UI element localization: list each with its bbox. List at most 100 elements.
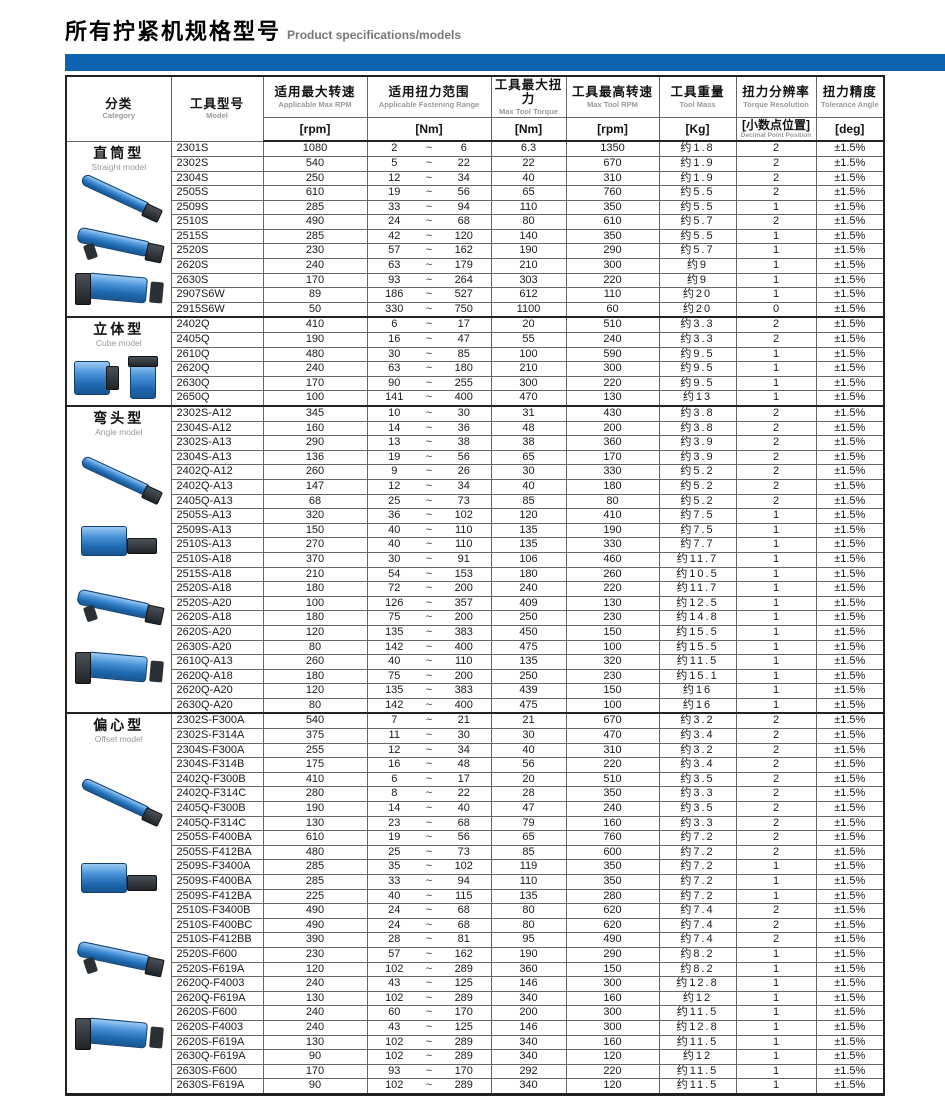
table-row: 2509S-F3400A 285 35 ~102 119 350 约7.2 1 ±1.5% [66, 859, 885, 876]
spec-table-body: 直筒型 Straight model 2301S 1080 2 ~6 6.3 1350 约1.8… [65, 140, 885, 1095]
mass-cell: 约3.5 [658, 771, 737, 788]
range-max: 85 [457, 347, 470, 360]
resolution-cell: 1 [735, 508, 817, 524]
range-max: 289 [454, 962, 473, 975]
max-torque-cell: 30 [490, 464, 567, 480]
max-torque-cell: 240 [490, 581, 567, 597]
tilde-separator: ~ [425, 831, 433, 844]
tool-rpm-cell: 490 [565, 932, 660, 948]
max-rpm-cell: 80 [262, 639, 368, 656]
resolution-cell: 2 [735, 801, 817, 817]
table-row: 2304S-A12 160 14 ~36 48 200 约3.8 2 ±1.5% [66, 420, 885, 437]
torque-range: 43 ~125 [368, 1021, 490, 1034]
torque-range-cell: 10 ~30 [366, 405, 492, 422]
tilde-separator: ~ [425, 904, 433, 917]
range-min: 135 [385, 684, 404, 697]
range-max: 289 [454, 1079, 473, 1092]
torque-range: 5 ~22 [368, 156, 490, 170]
accuracy-cell: ±1.5% [815, 420, 885, 437]
accuracy-cell: ±1.5% [815, 287, 885, 303]
torque-range-cell: 25 ~73 [366, 493, 492, 510]
max-torque-cell: 100 [490, 346, 567, 363]
table-row: 2620S-F619A 130 102 ~289 340 160 约11.5 1 ±1.5% [66, 1034, 885, 1051]
torque-range: 135 ~383 [368, 684, 490, 698]
max-rpm-cell: 320 [262, 508, 368, 524]
page-title-zh: 所有拧紧机规格型号 [65, 19, 282, 44]
range-min: 54 [388, 567, 401, 580]
model-cell: 2509S-A13 [170, 522, 264, 539]
table-row: 2405Q-F314C 130 23 ~68 79 160 约3.3 2 ±1.5% [66, 815, 885, 832]
max-torque-cell: 31 [490, 405, 567, 422]
range-max: 56 [457, 186, 470, 199]
header-unit-row: [rpm] [Nm] [Nm] [rpm] [Kg] [小数点位置] Decimal Poi… [66, 117, 885, 143]
tool-rpm-cell: 240 [565, 332, 660, 348]
max-rpm-cell: 180 [262, 581, 368, 597]
category-photos [67, 348, 170, 405]
model-cell: 2620S [170, 258, 264, 274]
resolution-cell: 1 [735, 961, 817, 978]
accuracy-cell: ±1.5% [815, 346, 885, 363]
torque-range-cell: 8 ~22 [366, 786, 492, 803]
table-row: 2510S-A18 370 30 ~91 106 460 约11.7 1 ±1.5% [66, 551, 885, 568]
resolution-cell: 2 [735, 712, 817, 730]
model-cell: 2302S [170, 155, 264, 172]
range-min: 57 [388, 244, 401, 257]
torque-range-cell: 43 ~125 [366, 976, 492, 992]
table-row: 2505S-F400BA 610 19 ~56 65 760 约7.2 2 ±1.5% [66, 830, 885, 846]
range-min: 7 [391, 714, 398, 727]
max-rpm-cell: 285 [262, 228, 368, 245]
torque-range-cell: 6 ~17 [366, 771, 492, 788]
torque-range: 12 ~34 [368, 480, 490, 493]
mass-cell: 约20 [658, 301, 737, 318]
torque-range: 93 ~264 [368, 274, 490, 287]
tool-rpm-cell: 470 [565, 728, 660, 744]
column-header-model: 工具型号 Model [170, 75, 264, 142]
model-cell: 2505S [170, 185, 264, 201]
accuracy-cell: ±1.5% [815, 697, 885, 714]
column-header-resolution: 扭力分辨率 Torque Resolution [735, 75, 817, 118]
range-max: 40 [457, 802, 470, 815]
tilde-separator: ~ [425, 1050, 433, 1063]
torque-range: 25 ~73 [368, 495, 490, 508]
table-row: 2620Q-F619A 130 102 ~289 340 160 约12 1 ±1.5% [66, 990, 885, 1007]
range-min: 102 [385, 991, 404, 1004]
range-min: 19 [388, 831, 401, 844]
table-row: 2302S 540 5 ~22 22 670 约1.9 2 ±1.5% [66, 155, 885, 172]
torque-range: 142 ~400 [368, 699, 490, 712]
resolution-cell: 1 [735, 639, 817, 656]
max-torque-cell: 210 [490, 361, 567, 377]
torque-range: 40 ~110 [368, 655, 490, 669]
table-row: 弯头型 Angle model 2302S-A12 345 10 ~30 31 430 约3.8… [65, 405, 885, 714]
mass-cell: 约3.4 [658, 728, 737, 744]
torque-range-cell: 12 ~34 [366, 742, 492, 759]
resolution-cell: 2 [735, 464, 817, 480]
accuracy-cell: ±1.5% [815, 786, 885, 803]
torque-range: 63 ~179 [368, 260, 490, 273]
tilde-separator: ~ [425, 156, 433, 169]
max-torque-cell: 475 [490, 697, 567, 714]
range-max: 56 [457, 450, 470, 463]
tilde-separator: ~ [425, 758, 433, 771]
column-title-en: Tolerance Angle [820, 99, 879, 109]
range-max: 357 [454, 596, 473, 609]
table-row: 2505S-A13 320 36 ~102 120 410 约7.5 1 ±1.5% [66, 508, 885, 524]
mass-cell: 约7.5 [658, 522, 737, 539]
resolution-cell: 1 [735, 228, 817, 245]
range-min: 40 [388, 655, 401, 668]
table-row: 2405Q 190 16 ~47 55 240 约3.3 2 ±1.5% [66, 332, 885, 348]
mass-cell: 约8.2 [658, 961, 737, 978]
resolution-cell: 2 [735, 771, 817, 788]
range-min: 14 [388, 421, 401, 434]
torque-range: 40 ~110 [368, 524, 490, 537]
accuracy-cell: ±1.5% [815, 185, 885, 201]
tool-rpm-cell: 260 [565, 566, 660, 583]
mass-cell: 约12.5 [658, 595, 737, 612]
range-min: 63 [388, 362, 401, 375]
accuracy-cell: ±1.5% [815, 917, 885, 934]
table-row: 2515S 285 42 ~120 140 350 约5.5 1 ±1.5% [66, 228, 885, 245]
tilde-separator: ~ [425, 215, 433, 228]
tool-rpm-cell: 130 [565, 390, 660, 407]
column-title-en: Torque Resolution [743, 99, 809, 109]
resolution-cell: 1 [735, 976, 817, 992]
tilde-separator: ~ [425, 977, 433, 990]
